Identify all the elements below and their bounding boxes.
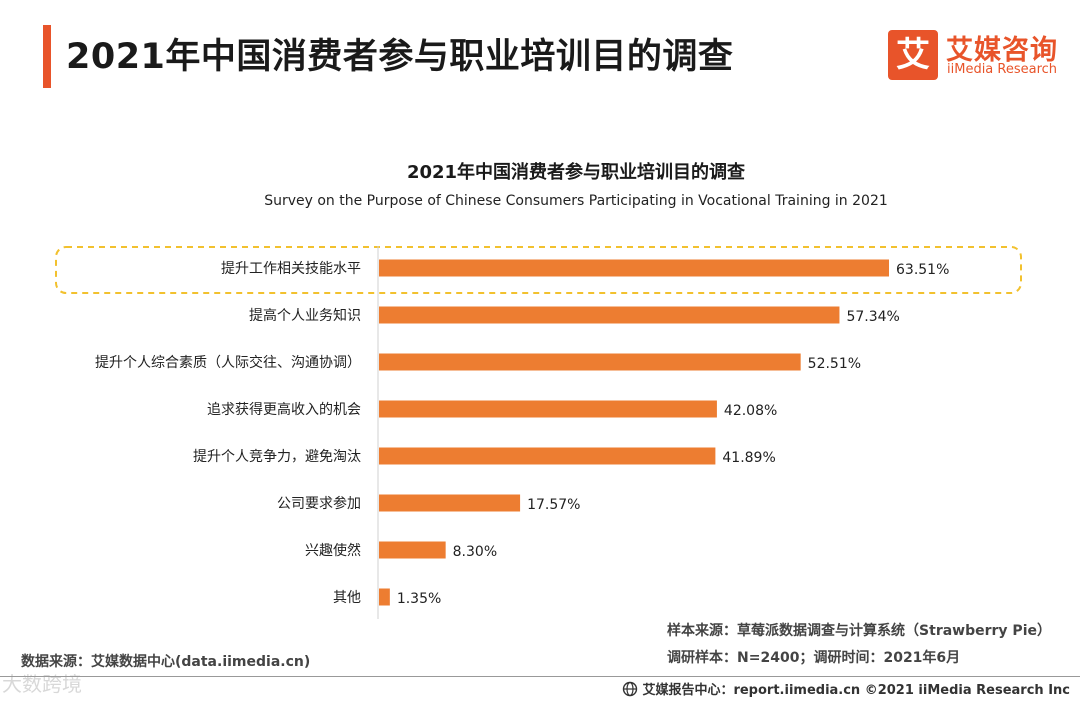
category-label: 公司要求参加 xyxy=(277,495,361,512)
chart-subtitle: Survey on the Purpose of Chinese Consume… xyxy=(264,193,888,209)
logo-name-cn: 艾媒咨询 xyxy=(946,35,1058,66)
iimedia-logo: 艾 艾媒咨询 iiMedia Research xyxy=(888,30,1060,80)
category-label: 追求获得更高收入的机会 xyxy=(207,401,361,418)
bar xyxy=(379,541,446,559)
survey-notes: 样本来源：草莓派数据调查与计算系统（Strawberry Pie） 调研样本：N… xyxy=(667,618,1051,672)
category-label: 提高个人业务知识 xyxy=(249,307,361,324)
bar xyxy=(379,588,390,606)
data-label: 57.34% xyxy=(846,309,899,325)
bar xyxy=(379,494,521,512)
footer: 艾媒报告中心：report.iimedia.cn ©2021 iiMedia R… xyxy=(622,679,1070,698)
logo-name-en: iiMedia Research xyxy=(947,62,1058,77)
footer-divider xyxy=(0,676,1080,677)
category-label: 兴趣使然 xyxy=(305,542,361,559)
bar xyxy=(379,400,717,418)
data-source: 数据来源：艾媒数据中心(data.iimedia.cn) xyxy=(21,654,311,670)
globe-icon xyxy=(623,681,638,696)
chart-title: 2021年中国消费者参与职业培训目的调查 xyxy=(406,162,746,183)
page-title: 2021年中国消费者参与职业培训目的调查 xyxy=(66,37,734,77)
bar xyxy=(379,353,801,371)
data-label: 63.51% xyxy=(896,262,949,278)
data-label: 1.35% xyxy=(397,591,441,607)
data-label: 17.57% xyxy=(527,497,580,513)
bar xyxy=(379,447,716,465)
data-label: 42.08% xyxy=(724,403,777,419)
footer-text: 艾媒报告中心：report.iimedia.cn ©2021 iiMedia R… xyxy=(642,683,1070,698)
watermark: 大数跨境 xyxy=(2,672,82,696)
category-label: 其他 xyxy=(333,590,361,606)
data-label: 52.51% xyxy=(808,356,861,372)
category-label: 提升个人竞争力，避免淘汰 xyxy=(193,448,361,465)
category-label: 提升工作相关技能水平 xyxy=(221,261,361,277)
title-accent-bar xyxy=(43,25,51,88)
bar xyxy=(379,306,840,324)
sample-info: 调研样本：N=2400；调研时间：2021年6月 xyxy=(667,650,961,666)
category-label: 提升个人综合素质（人际交往、沟通协调） xyxy=(95,354,361,371)
bar xyxy=(379,259,889,277)
highlight-box xyxy=(55,246,1022,294)
logo-mark: 艾 xyxy=(888,30,938,80)
data-label: 8.30% xyxy=(453,544,497,560)
sample-source: 样本来源：草莓派数据调查与计算系统（Strawberry Pie） xyxy=(667,623,1051,639)
data-label: 41.89% xyxy=(722,450,775,466)
